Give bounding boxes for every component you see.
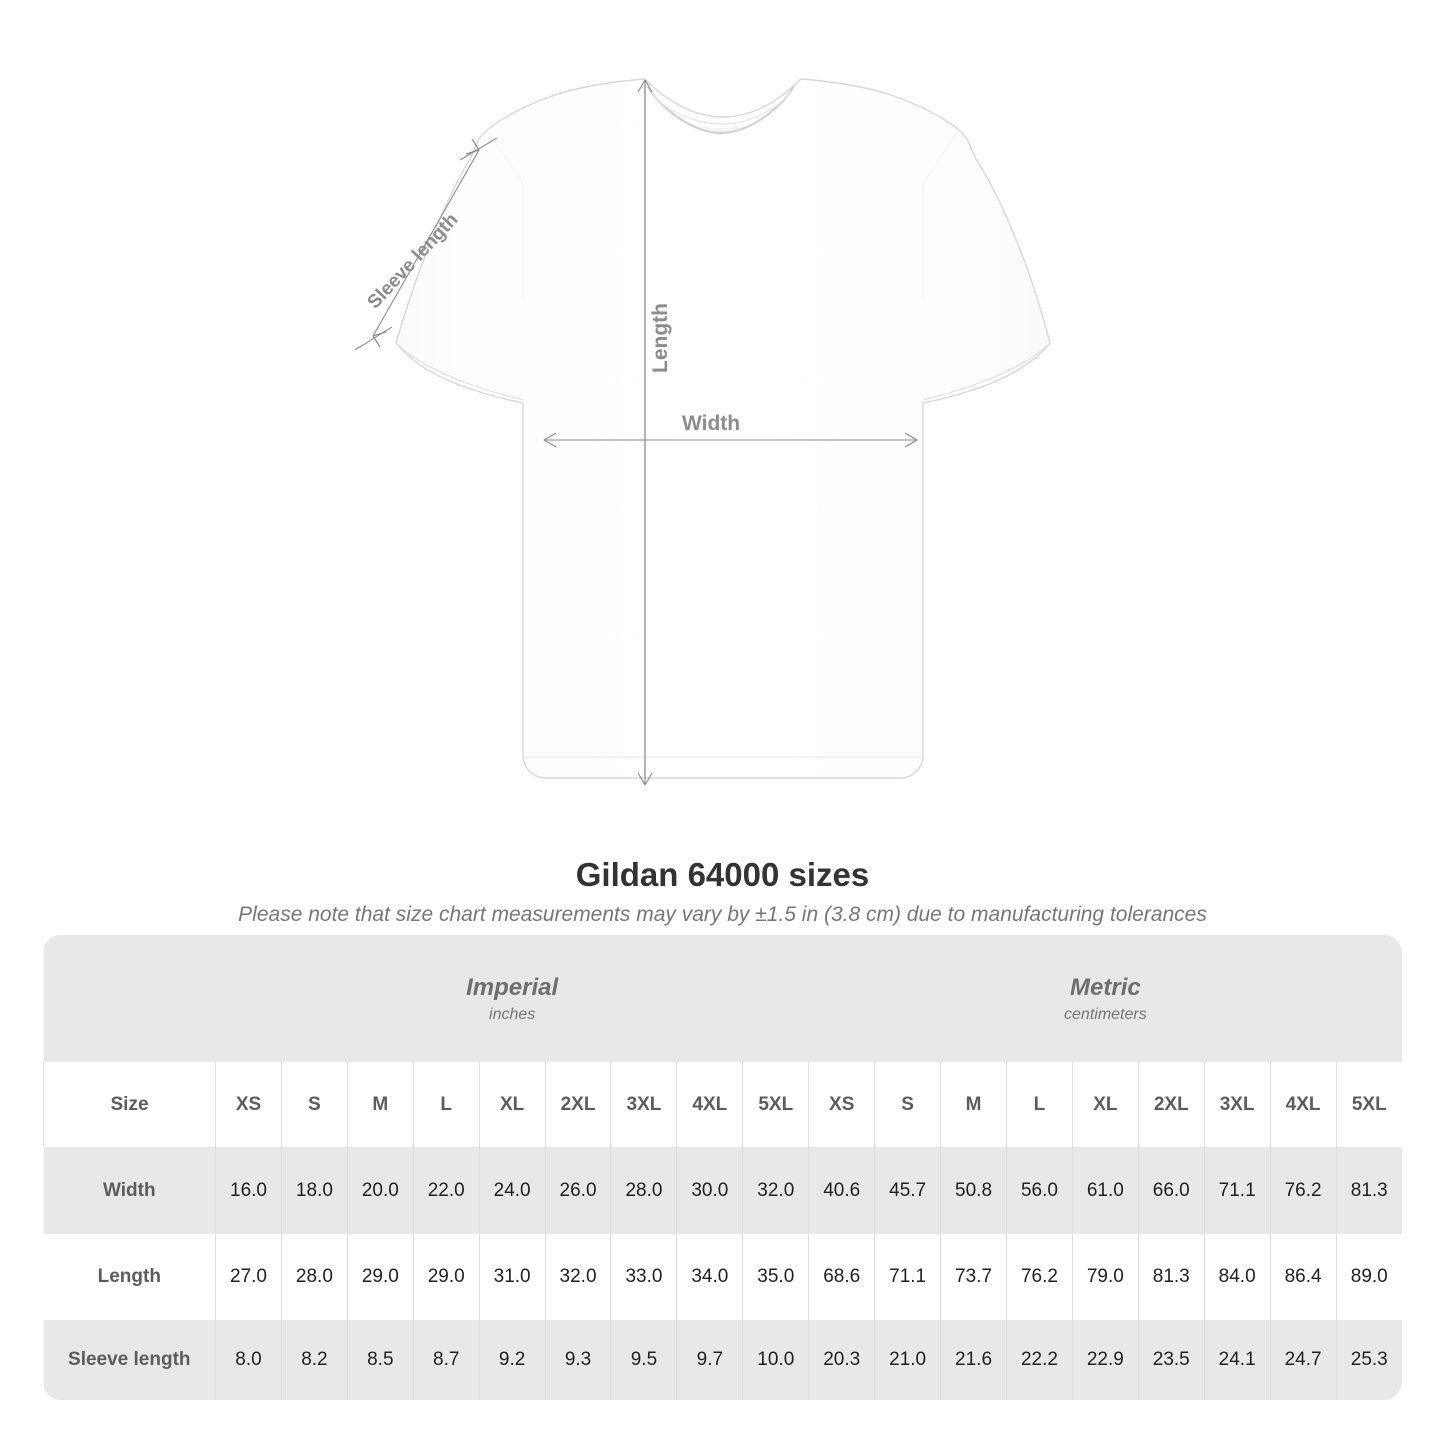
svg-text:Length: Length xyxy=(649,303,672,373)
svg-text:Width: Width xyxy=(682,412,740,435)
